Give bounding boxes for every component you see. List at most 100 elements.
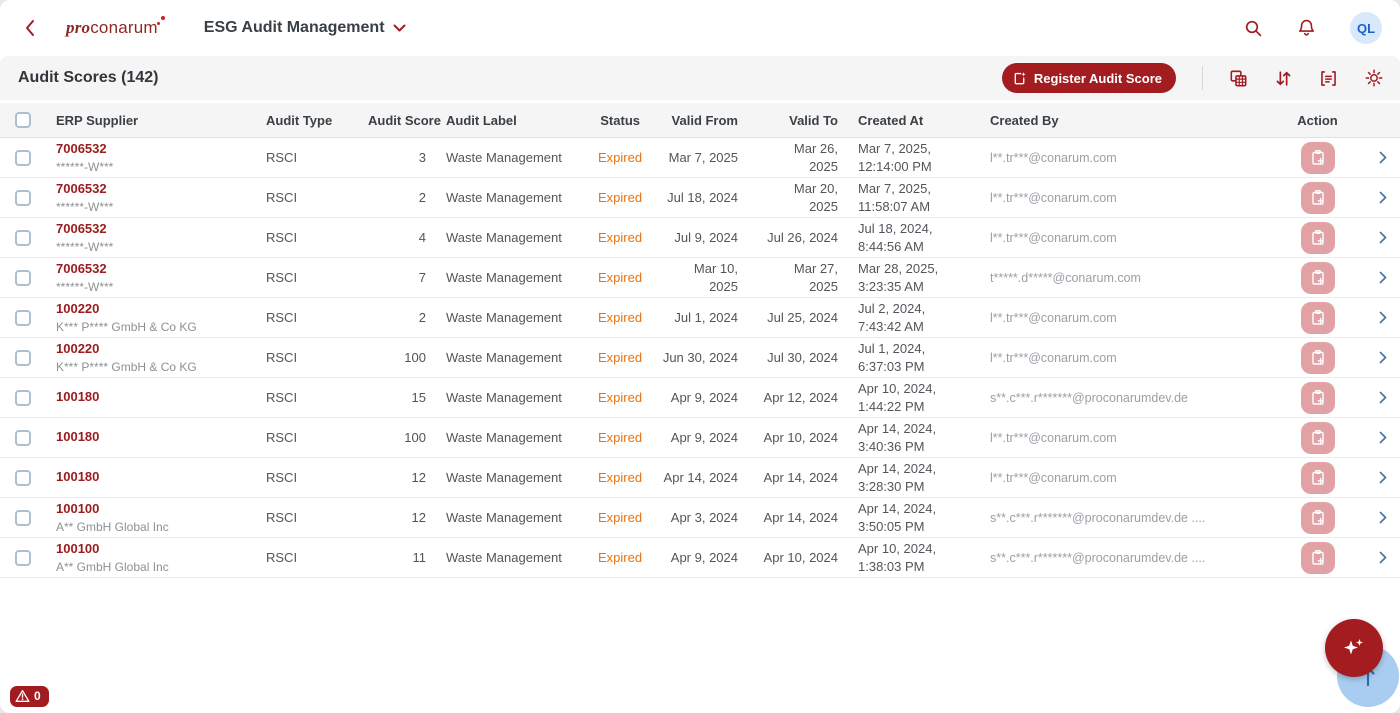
row-checkbox[interactable]: [15, 269, 31, 286]
supplier-name: A** GmbH Global Inc: [56, 519, 169, 534]
status-badge: Expired: [598, 350, 643, 365]
row-detail-chevron[interactable]: [1365, 471, 1400, 484]
created-at-cell: Apr 14, 2024, 3:40:36 PM: [858, 420, 937, 454]
filter-icon[interactable]: [1319, 69, 1338, 88]
select-all-checkbox[interactable]: [15, 112, 31, 128]
row-checkbox[interactable]: [15, 429, 31, 446]
row-detail-chevron[interactable]: [1365, 351, 1400, 364]
supplier-id-link[interactable]: 7006532: [56, 220, 107, 236]
valid-to-cell: Mar 26, 2025: [793, 140, 838, 174]
table-row: 100180 RSCI 100 Waste Management Expired…: [0, 418, 1400, 458]
clipboard-plus-icon: [1311, 509, 1324, 525]
copy-audit-score-button[interactable]: [1300, 221, 1335, 254]
col-audit-score[interactable]: Audit Score: [368, 112, 441, 128]
row-checkbox[interactable]: [15, 149, 31, 166]
created-by-cell: l**.tr***@conarum.com: [990, 430, 1117, 445]
row-detail-chevron[interactable]: [1365, 511, 1400, 524]
row-detail-chevron[interactable]: [1365, 311, 1400, 324]
supplier-name: K*** P**** GmbH & Co KG: [56, 319, 197, 334]
chevron-right-icon: [1379, 351, 1386, 364]
copy-audit-score-button[interactable]: [1300, 421, 1335, 454]
user-avatar[interactable]: QL: [1350, 12, 1382, 44]
back-button[interactable]: [24, 19, 36, 37]
supplier-name: ******-W***: [56, 279, 114, 294]
copy-audit-score-button[interactable]: [1300, 141, 1335, 174]
clipboard-plus-icon: [1311, 149, 1324, 165]
audit-score-cell: 2: [418, 190, 426, 205]
created-at-cell: Apr 10, 2024, 1:44:22 PM: [858, 380, 937, 414]
row-detail-chevron[interactable]: [1365, 391, 1400, 404]
supplier-id-link[interactable]: 100220: [56, 340, 100, 356]
row-checkbox[interactable]: [15, 189, 31, 206]
notifications-bell-icon[interactable]: [1297, 18, 1316, 38]
copy-audit-score-button[interactable]: [1300, 181, 1335, 214]
copy-audit-score-button[interactable]: [1300, 541, 1335, 574]
row-checkbox[interactable]: [15, 309, 31, 326]
supplier-id-link[interactable]: 100100: [56, 540, 100, 556]
settings-gear-icon[interactable]: [1364, 68, 1384, 88]
supplier-id-link[interactable]: 7006532: [56, 140, 107, 156]
copy-audit-score-button[interactable]: [1300, 461, 1335, 494]
row-checkbox[interactable]: [15, 349, 31, 366]
col-audit-label[interactable]: Audit Label: [446, 112, 517, 128]
row-checkbox[interactable]: [15, 229, 31, 246]
audit-label-cell: Waste Management: [446, 550, 562, 565]
row-detail-chevron[interactable]: [1365, 551, 1400, 564]
supplier-name: K*** P**** GmbH & Co KG: [56, 359, 197, 374]
copy-audit-score-button[interactable]: [1300, 381, 1335, 414]
col-valid-from[interactable]: Valid From: [671, 112, 738, 128]
supplier-id-link[interactable]: 7006532: [56, 180, 107, 196]
valid-from-cell: Apr 3, 2024: [670, 509, 738, 525]
export-icon[interactable]: [1229, 69, 1248, 88]
row-checkbox[interactable]: [15, 509, 31, 526]
register-audit-score-button[interactable]: Register Audit Score: [1001, 63, 1176, 93]
col-valid-to[interactable]: Valid To: [789, 112, 838, 128]
copy-audit-score-button[interactable]: [1300, 301, 1335, 334]
copy-audit-score-button[interactable]: [1300, 501, 1335, 534]
sort-icon[interactable]: [1274, 69, 1293, 88]
audit-label-cell: Waste Management: [446, 390, 562, 405]
warnings-badge[interactable]: 0: [10, 685, 49, 707]
col-created-at[interactable]: Created At: [858, 112, 924, 128]
status-badge: Expired: [598, 390, 643, 405]
clipboard-plus-icon: [1311, 469, 1324, 485]
supplier-id-link[interactable]: 100180: [56, 429, 100, 445]
logo-dot: [160, 16, 165, 20]
copy-audit-score-button[interactable]: [1300, 341, 1335, 374]
created-at-cell: Jul 2, 2024, 7:43:42 AM: [858, 300, 926, 334]
audit-score-cell: 4: [418, 230, 426, 245]
search-icon[interactable]: [1244, 19, 1263, 38]
created-at-cell: Mar 28, 2025, 3:23:35 AM: [858, 260, 939, 294]
col-audit-type[interactable]: Audit Type: [266, 112, 333, 128]
row-detail-chevron[interactable]: [1365, 431, 1400, 444]
audit-type-cell: RSCI: [266, 550, 298, 565]
row-detail-chevron[interactable]: [1365, 151, 1400, 164]
supplier-cell: 100180: [46, 428, 256, 447]
row-checkbox[interactable]: [15, 549, 31, 566]
app-title-menu[interactable]: ESG Audit Management: [204, 19, 406, 37]
col-status[interactable]: Status: [600, 112, 640, 128]
supplier-id-link[interactable]: 100100: [56, 500, 100, 516]
row-detail-chevron[interactable]: [1365, 271, 1400, 284]
supplier-id-link[interactable]: 100180: [56, 469, 100, 485]
col-erp-supplier[interactable]: ERP Supplier: [56, 112, 139, 128]
supplier-cell: 7006532 ******-W***: [46, 260, 256, 296]
row-detail-chevron[interactable]: [1365, 191, 1400, 204]
ai-assistant-fab[interactable]: [1325, 619, 1383, 677]
supplier-cell: 100100 A** GmbH Global Inc: [46, 540, 256, 576]
row-detail-chevron[interactable]: [1365, 231, 1400, 244]
supplier-id-link[interactable]: 7006532: [56, 260, 107, 276]
audit-label-cell: Waste Management: [446, 430, 562, 445]
supplier-id-link[interactable]: 100220: [56, 300, 100, 316]
supplier-id-link[interactable]: 100180: [56, 389, 100, 405]
supplier-name: ******-W***: [56, 199, 114, 214]
row-checkbox[interactable]: [15, 389, 31, 406]
created-by-cell: t*****.d*****@conarum.com: [990, 270, 1141, 285]
valid-from-cell: Jun 30, 2024: [662, 349, 738, 365]
copy-audit-score-button[interactable]: [1300, 261, 1335, 294]
supplier-cell: 100220 K*** P**** GmbH & Co KG: [46, 340, 256, 376]
logo-dot: [156, 22, 160, 25]
row-checkbox[interactable]: [15, 469, 31, 486]
col-created-by[interactable]: Created By: [990, 112, 1059, 128]
audit-score-cell: 12: [411, 470, 426, 485]
